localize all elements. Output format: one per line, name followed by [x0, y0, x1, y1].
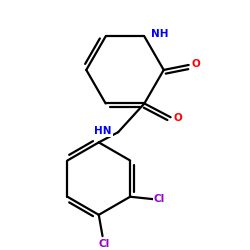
Text: O: O — [174, 114, 182, 124]
Text: NH: NH — [150, 29, 168, 39]
Text: HN: HN — [94, 126, 112, 136]
Text: Cl: Cl — [154, 194, 165, 204]
Text: Cl: Cl — [98, 238, 110, 248]
Text: O: O — [191, 59, 200, 69]
